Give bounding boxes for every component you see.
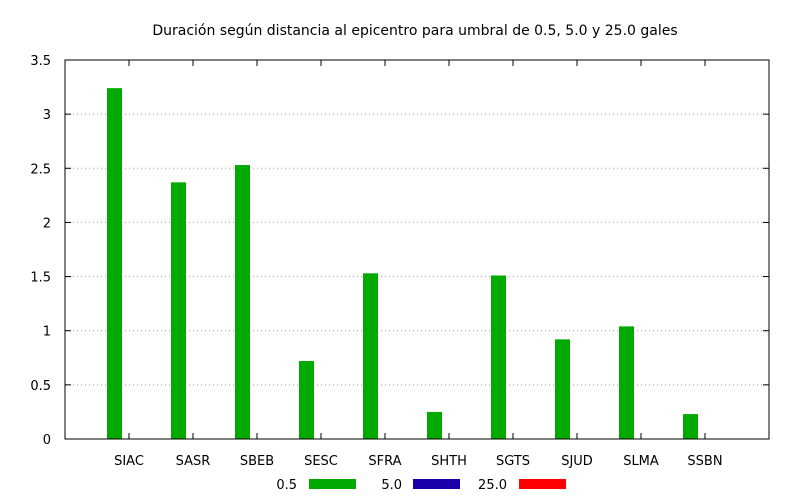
x-tick-label-shth: SHTH: [431, 454, 467, 469]
grid-lines: [65, 113, 769, 386]
bar-sfra-series-0: [363, 273, 378, 439]
x-tick-label-siac: SIAC: [114, 454, 144, 469]
bar-sbeb-series-0: [235, 165, 250, 439]
x-tick-label-ssbn: SSBN: [687, 454, 722, 469]
y-tick-label: 3.5: [30, 54, 51, 69]
bar-sjud-series-0: [555, 339, 570, 439]
legend-label-1: 5.0: [381, 478, 402, 493]
legend-label-0: 0.5: [276, 478, 297, 493]
y-tick-label: 0.5: [30, 379, 51, 394]
bar-ssbn-series-0: [683, 414, 698, 439]
y-axis: 0 0.5 1 1.5 2 2.5 3 3.5: [30, 54, 769, 448]
legend-swatch-0: [309, 479, 356, 489]
bar-sgts-series-0: [491, 275, 506, 439]
x-tick-label-sbeb: SBEB: [240, 454, 274, 469]
bar-siac-series-0: [107, 88, 122, 439]
x-tick-label-slma: SLMA: [623, 454, 659, 469]
x-tick-label-sasr: SASR: [176, 454, 211, 469]
chart-title: Duración según distancia al epicentro pa…: [152, 23, 677, 39]
x-tick-label-sfra: SFRA: [368, 454, 401, 469]
x-tick-label-sgts: SGTS: [496, 454, 530, 469]
legend: 0.5 5.0 25.0: [276, 478, 566, 493]
x-tick-label-sjud: SJUD: [561, 454, 593, 469]
plot-border: [64, 59, 770, 440]
y-tick-label: 2: [43, 216, 51, 231]
legend-swatch-1: [413, 479, 460, 489]
bar-shth-series-0: [427, 411, 442, 439]
bar-slma-series-0: [619, 326, 634, 439]
bar-sesc-series-0: [299, 361, 314, 439]
legend-swatch-2: [519, 479, 566, 489]
y-tick-label: 1: [43, 325, 51, 340]
y-tick-label: 3: [43, 108, 51, 123]
x-tick-label-sesc: SESC: [304, 454, 338, 469]
y-tick-label: 2.5: [30, 162, 51, 177]
y-tick-label: 0: [43, 433, 51, 448]
bar-sasr-series-0: [171, 182, 186, 439]
bars: [107, 88, 698, 439]
legend-label-2: 25.0: [478, 478, 507, 493]
x-axis: SIAC SASR SBEB SESC SFRA SHTH SGTS SJUD SLMA SSBN: [114, 60, 723, 469]
y-tick-label: 1.5: [30, 271, 51, 286]
